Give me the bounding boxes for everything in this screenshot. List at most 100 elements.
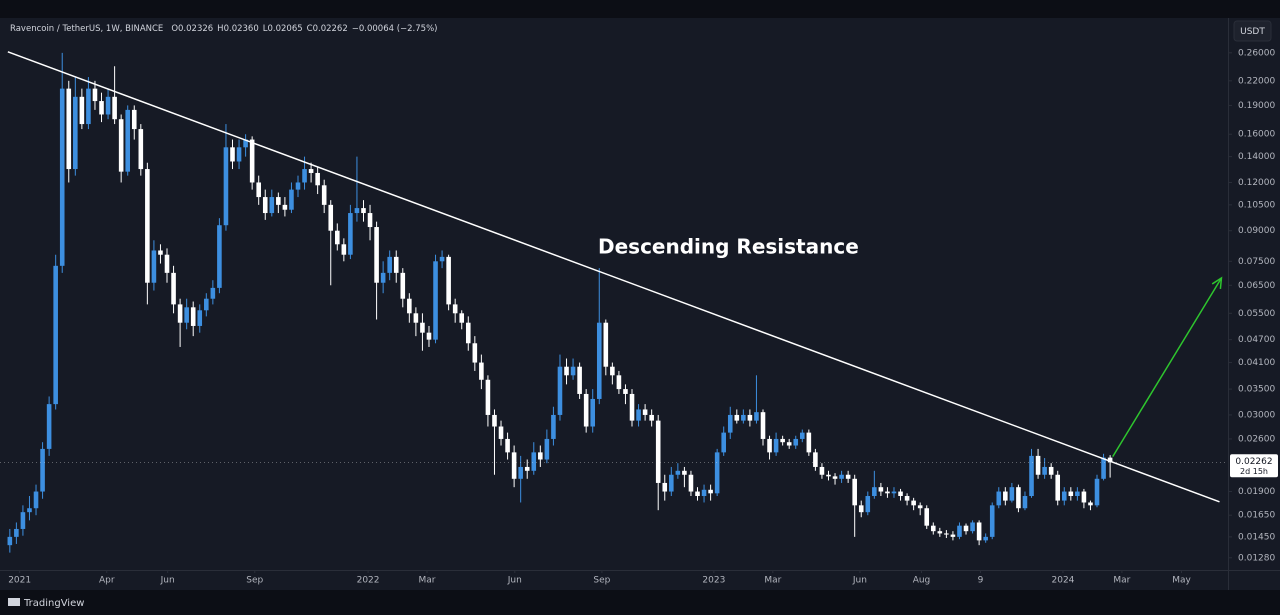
candle-body (413, 313, 419, 323)
candle-body (197, 310, 203, 326)
candle-body (976, 522, 982, 541)
candle-body (302, 169, 307, 183)
candle-body (33, 491, 39, 509)
candle-body (59, 88, 65, 266)
candle-body (885, 491, 890, 494)
logo-icon (8, 598, 20, 606)
y-tick-label: 0.03000 (1238, 410, 1275, 420)
candle-body (367, 213, 373, 228)
candle-body (66, 88, 72, 170)
candle-body (328, 204, 334, 231)
candle-body (236, 147, 242, 162)
ohlc-key: C (307, 24, 313, 34)
arrow (1112, 277, 1223, 457)
x-tick-label: 2023 (702, 576, 725, 586)
candle-body (564, 366, 569, 376)
candle-body (1081, 491, 1087, 503)
candle-body (531, 452, 537, 471)
candle-body (1101, 457, 1106, 479)
candle-body (380, 272, 386, 283)
candle-body (878, 487, 884, 492)
candle-body (262, 197, 268, 214)
candle-body (590, 398, 596, 427)
candle-body (79, 96, 85, 125)
candle-body (767, 438, 772, 453)
candle-body (734, 414, 740, 421)
candle-body (151, 250, 157, 283)
candle-body (570, 366, 576, 376)
candle-body (786, 442, 792, 446)
x-tick-label: May (1172, 576, 1191, 586)
x-tick-label: 2021 (8, 576, 31, 586)
y-tick-label: 0.01450 (1238, 532, 1275, 542)
candle-body (498, 426, 504, 439)
y-tick-label: 0.22000 (1238, 76, 1275, 86)
candle-body (308, 169, 314, 173)
x-tick-label: Apr (99, 576, 115, 586)
candle-body (872, 487, 877, 497)
candle-body (832, 476, 838, 479)
candle-body (1009, 487, 1015, 501)
y-tick-label: 0.04700 (1238, 335, 1275, 345)
candle-body (354, 208, 360, 214)
candle-body (538, 452, 543, 460)
candle-body (649, 414, 654, 421)
candle-body (937, 531, 943, 534)
logo: TradingView (8, 598, 84, 609)
x-tick-label: Jun (160, 576, 175, 586)
candle-body (518, 466, 523, 479)
currency-button[interactable] (1233, 20, 1272, 42)
candle-body (439, 256, 445, 262)
symbol: Ravencoin / TetherUS, 1W, BINANCE (10, 24, 163, 34)
candle-body (819, 466, 825, 475)
candle-body (452, 304, 458, 314)
y-tick-label: 0.07500 (1238, 257, 1275, 267)
candle-body (14, 528, 19, 537)
annotation: Descending Resistance (598, 235, 859, 259)
candle-body (282, 204, 288, 210)
candle-body (944, 533, 949, 535)
chart-panel (0, 18, 1280, 590)
candle-body (1016, 487, 1021, 509)
y-tick-label: 0.01650 (1238, 511, 1275, 521)
y-tick-label: 0.03500 (1238, 385, 1275, 395)
candle-body (400, 272, 406, 299)
candle-body (610, 366, 615, 376)
candle-body (348, 213, 353, 255)
candle-body (800, 432, 805, 439)
candle-body (158, 250, 163, 255)
candle-body (793, 438, 799, 446)
candle-body (99, 101, 104, 115)
candle-body (858, 505, 864, 513)
candle-body (492, 414, 497, 427)
candle-body (46, 404, 52, 449)
candle-body (249, 139, 255, 183)
candle-body (426, 332, 432, 340)
candle-body (760, 412, 766, 439)
candle-body (813, 452, 818, 467)
candle-body (577, 366, 582, 394)
candle-body (1075, 491, 1080, 497)
candle-body (924, 508, 930, 526)
candle-body (321, 185, 327, 205)
candle-body (524, 466, 530, 471)
candle-body (138, 129, 144, 170)
y-tick-label: 0.09000 (1238, 226, 1275, 236)
candle-body (125, 109, 131, 172)
candle-body (210, 287, 216, 299)
candle-body (996, 491, 1002, 506)
candle-body (898, 491, 903, 497)
currency[interactable]: USDT (1240, 27, 1265, 37)
candle-body (845, 474, 851, 479)
candle-body (1003, 491, 1008, 501)
candle-body (1048, 466, 1054, 475)
candle-body (420, 322, 425, 333)
candle-body (118, 119, 124, 172)
candle-body (446, 256, 451, 305)
candle-body (688, 474, 694, 492)
x-tick-label: Jun (507, 576, 522, 586)
candle-body (86, 88, 91, 125)
candle-body (682, 470, 687, 475)
candle-body (315, 172, 320, 186)
candle-body (276, 197, 281, 205)
